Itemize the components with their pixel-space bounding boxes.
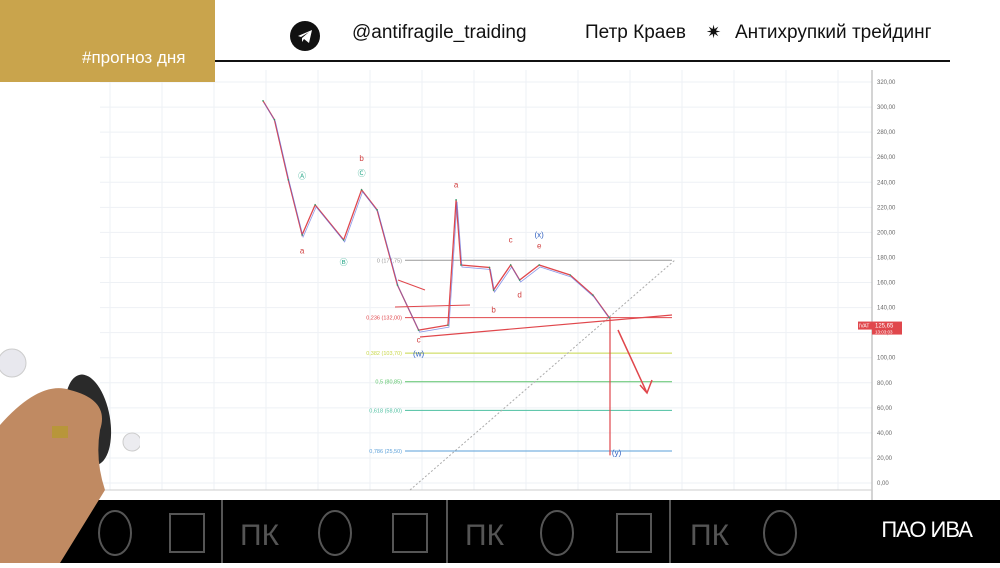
y-tick-label: 180,00	[877, 255, 896, 261]
trendline	[394, 304, 471, 308]
svg-text:ПК: ПК	[690, 519, 730, 552]
wave-label: (y)	[612, 448, 622, 457]
forecast-arrow	[617, 329, 653, 395]
author-name: Петр Краев	[585, 22, 687, 43]
y-tick-label: 60,00	[877, 406, 893, 412]
header-divider	[215, 60, 950, 62]
price-point	[488, 266, 491, 269]
price-point	[273, 118, 276, 121]
footer-band: ПК ПК ПК	[0, 500, 1000, 563]
y-tick-label: 40,00	[877, 431, 893, 437]
price-point	[287, 178, 290, 181]
plot-background	[70, 62, 950, 500]
price-point	[417, 329, 420, 331]
wave-label: (w)	[413, 349, 424, 358]
telegram-icon[interactable]	[290, 21, 320, 51]
tag-label: #прогноз дня	[82, 48, 186, 67]
price-point	[509, 264, 512, 266]
y-tick-label: 140,00	[877, 306, 896, 312]
fib-level-label: 0,618 (58,00)	[369, 408, 402, 414]
ring	[52, 426, 68, 438]
fib-level-label: 0,236 (132,00)	[366, 316, 402, 322]
project-name: Антихрупкий трейдинг	[735, 22, 932, 43]
y-tick-label: 260,00	[877, 155, 896, 161]
fib-level-label: 0 (177,75)	[377, 258, 402, 264]
wave-label: (x)	[535, 230, 545, 239]
wave-label: b	[359, 154, 364, 163]
fib-level-label: 0,786 (25,50)	[369, 449, 402, 455]
y-tick-label: 160,00	[877, 281, 896, 287]
price-point	[518, 279, 521, 281]
price-point	[538, 264, 540, 266]
fib-level-label: 0,5 (80,85)	[375, 380, 402, 386]
star-burst-icon: ✷	[706, 22, 722, 42]
price-point	[460, 264, 462, 266]
y-tick-label: 200,00	[877, 230, 896, 236]
price-point	[592, 294, 594, 296]
support-trendline	[419, 314, 673, 338]
fib-level-label: 0,382 (103,70)	[366, 351, 402, 357]
price-point	[262, 100, 264, 102]
wave-label: c	[417, 336, 421, 345]
price-point	[447, 324, 449, 326]
wave-label: a	[300, 247, 305, 256]
pearl	[122, 432, 140, 452]
y-tick-label: 20,00	[877, 456, 893, 462]
wave-label: d	[517, 291, 521, 300]
y-tick-label: 80,00	[877, 381, 893, 387]
wave-label: b	[491, 306, 496, 315]
time-label: 13:03:03	[875, 330, 893, 335]
price-point	[301, 234, 303, 236]
wave-label: Ⓐ	[298, 172, 306, 181]
moving-average-line	[263, 102, 611, 333]
price-point	[314, 204, 316, 206]
footer-title: ПАО ИВА	[881, 517, 973, 542]
wave-label: c	[509, 235, 513, 244]
channel-handle[interactable]: @antifragile_traiding	[352, 22, 527, 43]
y-tick-label: 240,00	[877, 180, 896, 186]
price-point	[396, 284, 399, 286]
y-tick-label: 320,00	[877, 80, 896, 86]
price-point	[360, 188, 363, 191]
y-tick-label: 220,00	[877, 205, 896, 211]
price-label: 125,65	[875, 324, 894, 330]
pearl	[0, 348, 27, 378]
y-tick-label: 280,00	[877, 130, 896, 136]
y-tick-label: 0,00	[877, 481, 889, 487]
trendline	[397, 279, 426, 291]
wave-label: Ⓑ	[340, 258, 348, 267]
price-point	[569, 274, 571, 276]
wave-label: a	[454, 180, 459, 189]
y-tick-label: 100,00	[877, 356, 896, 362]
tag-box: #прогноз дня	[0, 0, 215, 82]
wave-label: Ⓒ	[358, 169, 366, 178]
ticker-label: IVAT	[859, 324, 869, 330]
hand	[0, 388, 105, 563]
logo-pattern: ПК ПК ПК	[98, 500, 797, 563]
price-point	[342, 239, 345, 241]
y-tick-label: 300,00	[877, 105, 896, 111]
svg-text:ПК: ПК	[465, 519, 505, 552]
price-tag	[872, 321, 902, 335]
fib-trend-line	[409, 259, 676, 491]
price-point	[492, 289, 495, 291]
price-point	[455, 199, 457, 201]
wave-label: e	[537, 242, 542, 251]
svg-text:ПК: ПК	[240, 519, 280, 552]
ticker-tag	[858, 321, 872, 330]
hand-with-mouse-image	[0, 348, 140, 563]
price-point	[376, 209, 378, 211]
